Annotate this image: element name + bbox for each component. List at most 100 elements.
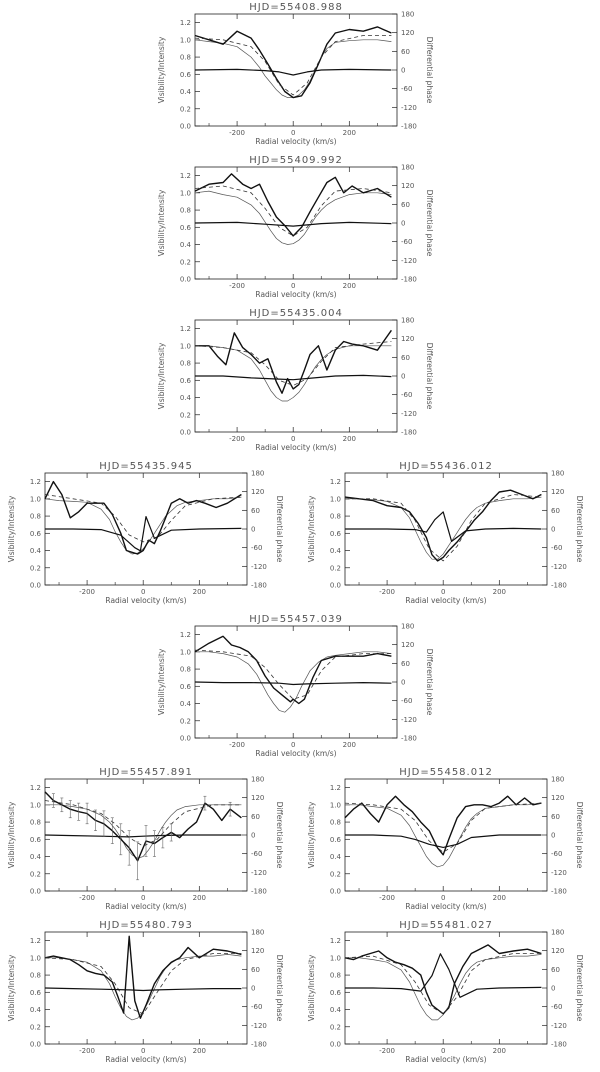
y-tick-label: 1.2 (180, 631, 191, 639)
y2-tick-label: -60 (551, 1003, 562, 1011)
y2-tick-label: 120 (551, 947, 564, 955)
x-tick-label: -200 (79, 588, 95, 596)
series-line-phase (195, 374, 392, 381)
y2-tick-label: 120 (401, 29, 414, 37)
x-tick-label: -200 (79, 894, 95, 902)
y2-tick-label: 60 (401, 660, 410, 668)
y2-tick-label: 0 (551, 832, 555, 840)
series-line-visibility (195, 329, 392, 394)
y-tick-label: 1.2 (180, 325, 191, 333)
panel-hjd-55436-012: HJD=55436.012 0.0 0.2 0.4 0.6 0.8 1.0 1.2 -180 -1… (307, 461, 584, 605)
series-line-visibility (44, 791, 242, 862)
y2-tick-label: 60 (551, 507, 560, 515)
y-tick-label: 1.2 (330, 937, 341, 945)
y-tick-label: 0.4 (330, 547, 342, 555)
y-tick-label: 0.6 (30, 989, 42, 997)
series-line-visibility (344, 795, 542, 856)
x-axis-label: Radial velocity (km/s) (405, 902, 486, 911)
y-axis-label: Visibility/Intensity (157, 648, 166, 715)
y-tick-label: 0.0 (180, 123, 191, 131)
y-tick-label: 0.8 (30, 819, 41, 827)
x-tick-label: 0 (291, 282, 295, 290)
x-tick-label: 0 (141, 588, 145, 596)
series-line-visibility (194, 173, 392, 237)
y2-tick-label: -120 (401, 257, 417, 265)
y-tick-label: 0.0 (180, 276, 191, 284)
chart-title: HJD=55435.004 (249, 308, 343, 319)
y-tick-label: 0.8 (30, 513, 41, 521)
x-tick-label: -200 (379, 894, 395, 902)
panel-hjd-55409-992: HJD=55409.992 0.0 0.2 0.4 0.6 0.8 1.0 1.2 -180 -1… (157, 155, 434, 299)
y-tick-label: 0.8 (180, 54, 191, 62)
y-tick-label: 0.0 (330, 582, 341, 590)
series-line-model (44, 953, 242, 1015)
y2-tick-label: 0 (251, 832, 255, 840)
y-tick-label: 1.2 (330, 784, 341, 792)
plot-frame (194, 625, 398, 739)
y-tick-label: 0.6 (330, 530, 342, 538)
chart-title: HJD=55435.945 (99, 461, 193, 472)
y2-tick-label: -120 (251, 1022, 267, 1030)
y2-tick-label: -180 (401, 276, 417, 284)
y2-tick-label: -180 (551, 582, 567, 590)
x-tick-label: 200 (343, 129, 356, 137)
y2-tick-label: -180 (251, 582, 267, 590)
series-line-model (44, 494, 242, 543)
y2-tick-label: 180 (251, 470, 264, 478)
x-tick-label: 200 (493, 1047, 506, 1055)
y-axis-label: Visibility/Intensity (7, 495, 16, 562)
x-tick-label: 200 (193, 894, 206, 902)
y-tick-label: 0.6 (30, 836, 42, 844)
y-tick-label: 0.8 (30, 972, 41, 980)
panel-hjd-55435-945: HJD=55435.945 0.0 0.2 0.4 0.6 0.8 1.0 1.2 -180 -1… (7, 461, 284, 605)
y-tick-label: 0.0 (180, 735, 191, 743)
series-line-visibility (344, 489, 542, 562)
y-tick-label: 0.0 (330, 1041, 341, 1049)
x-tick-label: 200 (343, 282, 356, 290)
y2-tick-label: 60 (401, 354, 410, 362)
x-tick-label: -200 (229, 282, 245, 290)
x-tick-label: -200 (379, 1047, 395, 1055)
y2-tick-label: -60 (401, 238, 412, 246)
y-tick-label: 0.2 (30, 564, 41, 572)
y-tick-label: 0.2 (180, 717, 191, 725)
y-tick-label: 0.4 (180, 700, 192, 708)
x-axis-label: Radial velocity (km/s) (255, 749, 336, 758)
y-tick-label: 0.2 (30, 870, 41, 878)
x-axis-label: Radial velocity (km/s) (405, 596, 486, 605)
series-line-visibility (344, 944, 542, 1015)
y-tick-label: 0.6 (180, 683, 192, 691)
series-line-model (344, 953, 542, 1015)
y-tick-label: 1.0 (180, 648, 191, 656)
x-tick-label: -200 (229, 435, 245, 443)
y-axis-label: Visibility/Intensity (157, 342, 166, 409)
plot-frame (44, 931, 248, 1045)
y-tick-label: 1.0 (330, 954, 341, 962)
y2-tick-label: 120 (401, 641, 414, 649)
y2-tick-label: 0 (551, 985, 555, 993)
y2-tick-label: 0 (251, 526, 255, 534)
series-line-phase (345, 511, 542, 543)
series-line-intensity (44, 496, 242, 555)
x-axis-label: Radial velocity (km/s) (255, 443, 336, 452)
y2-tick-label: 0 (401, 373, 405, 381)
y2-tick-label: -60 (551, 850, 562, 858)
x-tick-label: 200 (493, 894, 506, 902)
y-tick-label: 0.0 (180, 429, 191, 437)
y2-tick-label: 120 (551, 794, 564, 802)
series-line-intensity (45, 804, 242, 859)
series-line-visibility (44, 480, 242, 555)
y2-tick-label: 120 (251, 794, 264, 802)
series-line-visibility (194, 26, 392, 99)
y2-tick-label: 180 (401, 623, 414, 631)
y-tick-label: 0.2 (180, 258, 191, 266)
panel-hjd-55480-793: HJD=55480.793 0.0 0.2 0.4 0.6 0.8 1.0 1.2 -180 -1… (7, 920, 284, 1064)
x-tick-label: 0 (141, 894, 145, 902)
y2-tick-label: 60 (251, 966, 260, 974)
x-tick-label: 0 (291, 741, 295, 749)
panel-hjd-55481-027: HJD=55481.027 0.0 0.2 0.4 0.6 0.8 1.0 1.2 -180 -1… (307, 920, 584, 1064)
x-axis-label: Radial velocity (km/s) (255, 290, 336, 299)
y-tick-label: 0.4 (30, 547, 42, 555)
series-line-model (44, 800, 242, 847)
y2-tick-label: 60 (401, 48, 410, 56)
